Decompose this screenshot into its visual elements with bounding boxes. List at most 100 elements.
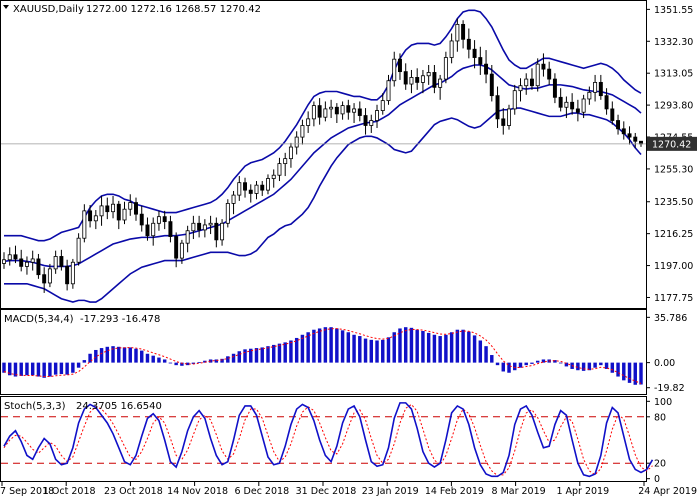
macd-bar: [467, 331, 471, 363]
macd-bar: [76, 362, 81, 368]
candle: [593, 74, 598, 102]
candle: [552, 73, 557, 104]
candle: [288, 142, 293, 168]
candle: [294, 131, 299, 155]
time-tick-label: 14 Feb 2019: [425, 486, 484, 497]
candle: [145, 217, 150, 241]
candle: [311, 101, 316, 127]
macd-bar: [398, 328, 402, 363]
candle: [375, 104, 379, 128]
candle: [369, 114, 374, 133]
candle: [616, 114, 621, 135]
candle: [134, 197, 138, 221]
macd-bar: [639, 362, 643, 385]
macd-bar: [449, 332, 454, 363]
macd-bar: [162, 359, 167, 363]
macd-bar: [168, 362, 173, 364]
candle: [220, 219, 225, 246]
candle: [570, 93, 575, 115]
macd-bar: [587, 362, 592, 371]
macd-bar: [128, 347, 132, 363]
macd-bar: [421, 330, 425, 363]
collapse-triangle-icon[interactable]: [3, 5, 9, 9]
macd-bar: [329, 327, 333, 363]
macd-bar: [472, 335, 477, 363]
current-price-tag: [647, 136, 697, 151]
candle: [587, 86, 592, 105]
macd-pane-frame: [0, 309, 647, 395]
macd-histogram: [2, 327, 643, 385]
candle: [231, 190, 236, 215]
macd-bar: [352, 334, 356, 363]
macd-bar: [294, 337, 299, 363]
time-tick-label: 31 Dec 2018: [296, 486, 357, 497]
candle: [633, 132, 638, 148]
macd-bar: [610, 362, 615, 373]
macd-bar: [82, 360, 87, 363]
candle: [317, 98, 322, 125]
price-tick-label: 1235.50: [654, 197, 693, 208]
macd-bar: [576, 362, 580, 371]
macd-bar: [220, 358, 224, 363]
macd-bar: [375, 340, 379, 363]
macd-bar: [19, 362, 23, 376]
candle: [139, 205, 144, 232]
macd-bar: [524, 362, 528, 366]
candle: [271, 169, 276, 188]
candle: [47, 263, 52, 288]
main-ticks: 1351.551332.301313.051293.801274.551255.…: [646, 5, 693, 304]
candle: [420, 69, 425, 94]
candle: [225, 199, 230, 228]
macd-bar: [363, 338, 368, 363]
candle: [581, 94, 586, 119]
macd-bar: [530, 362, 534, 364]
candle: [386, 74, 391, 105]
macd-bar: [622, 362, 626, 381]
candle: [363, 108, 368, 135]
candle: [266, 174, 270, 195]
macd-bar: [403, 327, 408, 363]
macd-ticks: 35.786 0.00 -19.82: [646, 313, 687, 394]
bollinger-upper-line: [4, 9, 642, 242]
candle: [484, 50, 489, 84]
stoch-tick-label: 0: [654, 474, 660, 485]
candle: [564, 96, 569, 119]
price-tick-label: 1293.80: [654, 101, 693, 112]
macd-bar: [490, 355, 494, 363]
candle: [185, 225, 190, 253]
macd-bar: [346, 332, 351, 363]
candle: [541, 53, 546, 77]
macd-bar: [111, 346, 115, 363]
macd-bar: [145, 353, 150, 363]
candle: [2, 252, 6, 269]
macd-bar: [48, 362, 52, 377]
candle: [524, 73, 529, 95]
candle: [70, 258, 75, 289]
candle: [512, 84, 517, 115]
macd-bar: [541, 359, 546, 363]
candle: [88, 205, 93, 228]
macd-bar: [94, 349, 98, 363]
macd-tick-label: -19.82: [654, 383, 685, 394]
candle: [59, 249, 64, 271]
macd-bar: [306, 332, 310, 363]
stoch-main-line: [3, 402, 654, 478]
macd-bar: [495, 362, 500, 366]
main-pane-frame: [0, 0, 647, 309]
macd-bar: [237, 351, 242, 363]
candle: [156, 210, 161, 231]
macd-bar: [122, 347, 127, 363]
price-tick-label: 1216.25: [654, 229, 693, 240]
macd-bar: [358, 336, 362, 363]
candle: [346, 99, 351, 120]
macd-bar: [283, 342, 287, 363]
macd-bar: [134, 348, 138, 363]
candle: [214, 217, 219, 248]
macd-label: MACD(5,34,4): [4, 314, 74, 325]
candle: [179, 239, 184, 264]
time-tick-label: 23 Oct 2018: [104, 486, 163, 497]
macd-bar: [426, 332, 431, 363]
macd-bar: [185, 362, 190, 366]
candle: [105, 197, 110, 220]
macd-bar: [53, 362, 58, 375]
